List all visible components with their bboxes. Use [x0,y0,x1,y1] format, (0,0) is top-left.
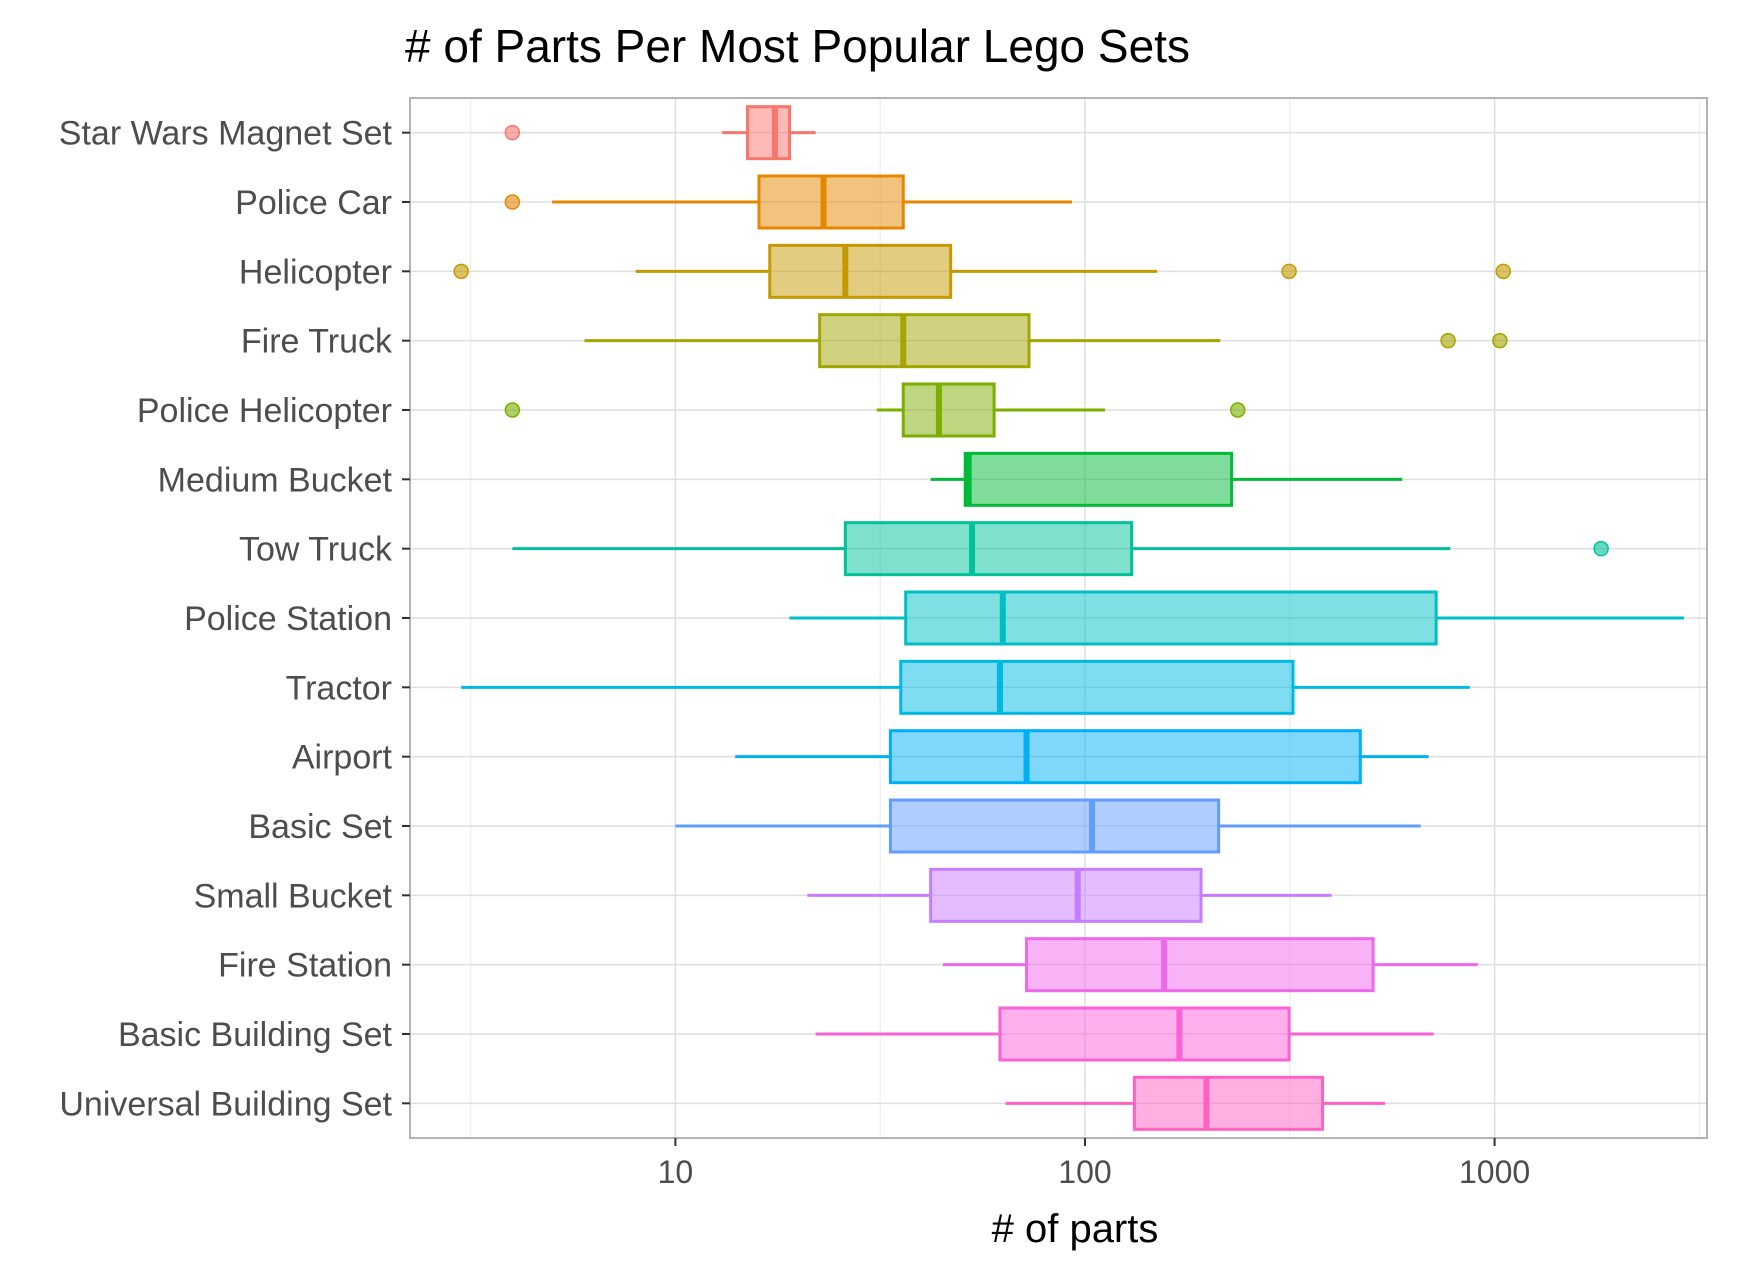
box-police-car [504,174,1073,230]
outlier-point [1593,540,1609,557]
outlier-point [504,124,521,141]
iqr-box [888,729,1362,785]
iqr-box [818,313,1031,369]
x-tick-label: 10 [658,1154,694,1190]
box-basic-building-set [815,1006,1434,1062]
iqr-box [963,451,1234,507]
iqr-box [843,521,1134,577]
y-tick-label: Tractor [286,669,392,707]
y-axis: Universal Building Set Basic Building Set… [59,115,410,1123]
y-tick-label: Helicopter [239,253,392,291]
boxes [453,105,1685,1131]
iqr-box [888,798,1221,854]
x-axis: 10 100 1000 [658,1138,1530,1190]
y-tick-label: Basic Building Set [118,1016,393,1054]
y-tick-label: Fire Truck [241,323,393,361]
box-medium-bucket [930,451,1403,507]
box-helicopter [453,243,1512,299]
y-tick-label: Star Wars Magnet Set [59,115,393,153]
y-tick-label: Police Car [235,184,392,222]
y-tick-label: Police Helicopter [137,392,392,430]
iqr-box [899,659,1295,715]
x-axis-label: # of parts [992,1207,1159,1251]
y-tick-label: Airport [292,739,393,777]
box-police-station [789,590,1685,646]
iqr-box [757,174,905,230]
y-tick-label: Basic Set [248,808,392,846]
x-tick-label: 100 [1058,1154,1111,1190]
box-police-helicopter [504,382,1246,438]
chart-title: # of Parts Per Most Popular Lego Sets [405,20,1190,72]
outlier-point [1495,263,1512,280]
iqr-box [768,243,953,299]
y-tick-label: Police Station [184,600,392,638]
y-tick-label: Small Bucket [194,877,393,915]
iqr-box [1025,937,1375,993]
iqr-box [901,382,996,438]
y-tick-label: Fire Station [218,947,392,985]
box-fire-truck [584,313,1508,369]
outlier-point [504,194,521,210]
box-tow-truck [512,521,1609,577]
box-airport [735,729,1429,785]
box-small-bucket [807,867,1332,923]
iqr-box [1132,1075,1324,1131]
box-fire-station [942,937,1478,993]
outlier-point [453,263,469,280]
iqr-box [904,590,1438,646]
box-tractor [461,659,1470,715]
outlier-point [1492,332,1508,349]
x-tick-label: 1000 [1459,1154,1530,1190]
iqr-box [745,105,792,161]
outlier-point [1229,402,1246,418]
box-universal-building-set [1005,1075,1385,1131]
y-tick-label: Universal Building Set [59,1085,392,1123]
iqr-box [998,1006,1291,1062]
box-basic-set [675,798,1421,854]
iqr-box [929,867,1203,923]
y-tick-label: Tow Truck [239,531,393,569]
box-star-wars-magnet-set [504,105,816,161]
outlier-point [504,402,521,418]
y-tick-label: Medium Bucket [158,461,393,499]
outlier-point [1440,332,1456,349]
outlier-point [1281,263,1297,280]
